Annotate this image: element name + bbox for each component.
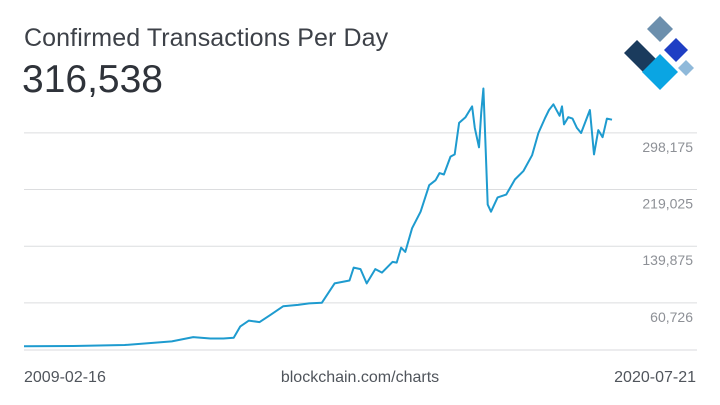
logo-small-diamond bbox=[678, 60, 694, 76]
source-link[interactable]: blockchain.com/charts bbox=[280, 369, 440, 386]
start-date: 2009-02-16 bbox=[24, 369, 106, 386]
end-date: 2020-07-21 bbox=[614, 369, 696, 386]
current-value: 316,538 bbox=[22, 58, 163, 101]
y-tick-label: 139,875 bbox=[642, 252, 693, 268]
y-tick-label: 298,175 bbox=[642, 139, 693, 155]
blockchain-logo-icon bbox=[624, 16, 694, 90]
series-line bbox=[23, 87, 613, 348]
logo-bottom-diamond bbox=[642, 54, 678, 90]
logo-right-diamond bbox=[664, 38, 688, 62]
y-tick-label: 219,025 bbox=[642, 196, 693, 212]
chart-title: Confirmed Transactions Per Day bbox=[24, 24, 389, 52]
logo-top-diamond bbox=[647, 16, 673, 42]
y-tick-label: 60,726 bbox=[650, 309, 693, 325]
